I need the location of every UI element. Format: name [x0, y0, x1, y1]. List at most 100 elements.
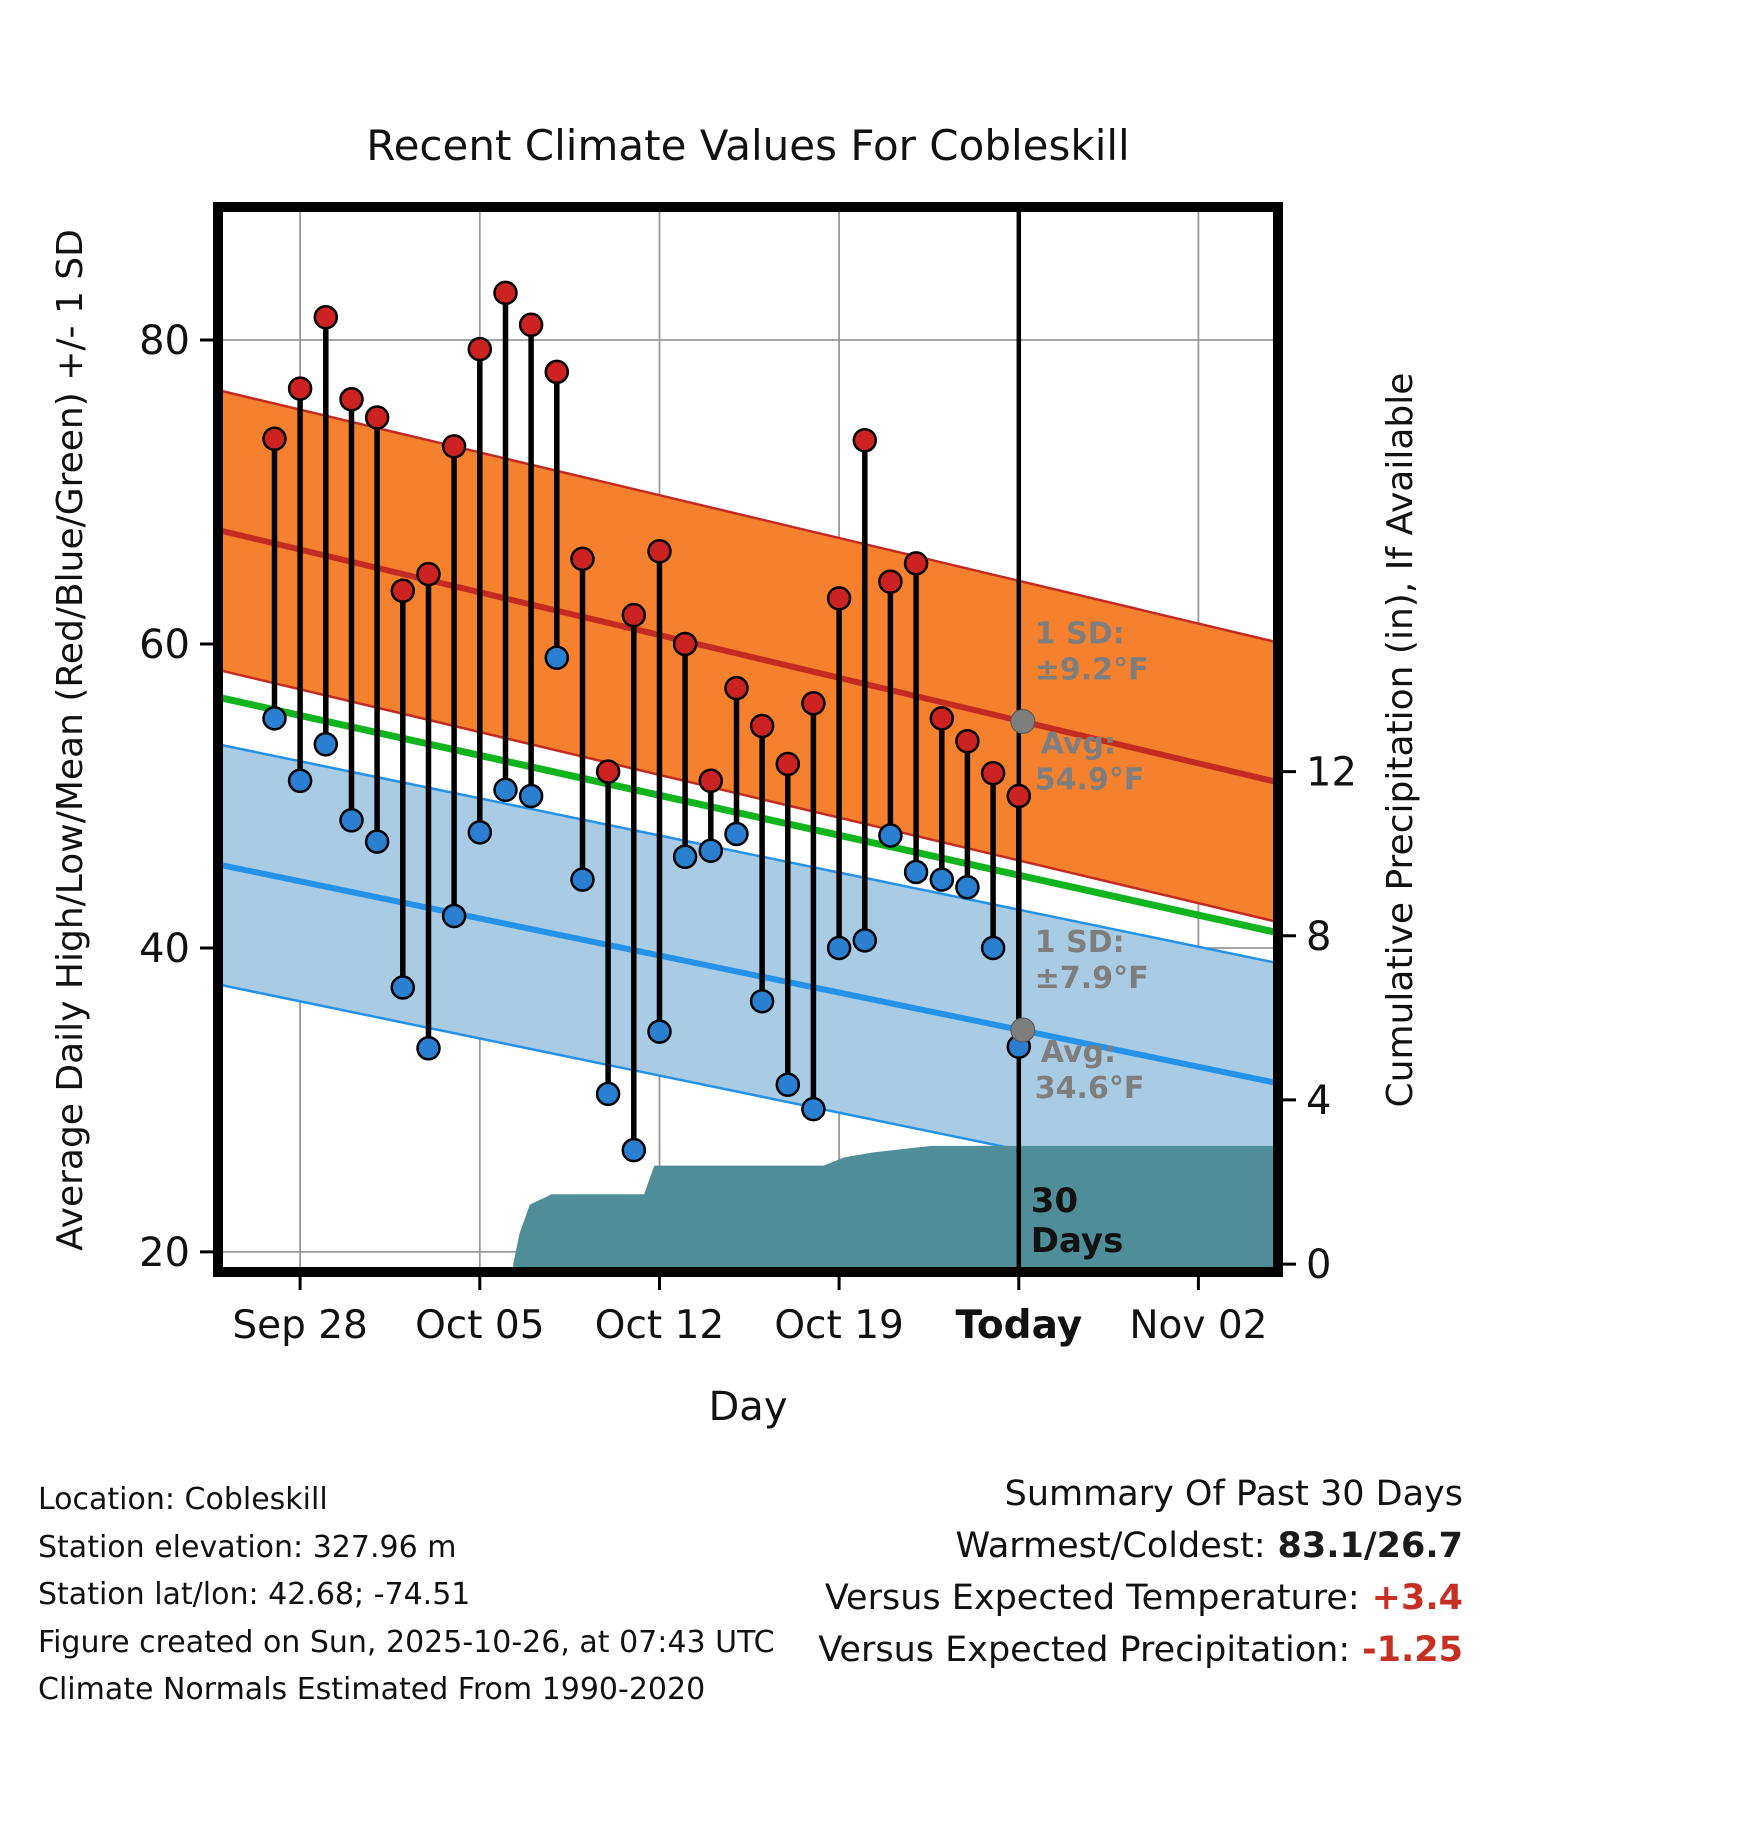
daily-high-dot: [929, 706, 955, 731]
summary-value: +3.4: [1371, 1578, 1463, 1618]
daily-high-dot: [364, 405, 390, 430]
high-band-lower-edge: [218, 668, 1278, 924]
station-info: Location: Cobleskill Station elevation: …: [38, 1476, 775, 1714]
daily-low-dot: [698, 838, 724, 863]
daily-high-dot: [903, 551, 929, 576]
summary-title: Summary Of Past 30 Days: [1004, 1474, 1463, 1514]
daily-low-dot: [518, 783, 544, 809]
daily-low-dot: [493, 777, 518, 803]
chart-title: Recent Climate Values For Cobleskill: [366, 121, 1129, 170]
high-avg-label: Avg:: [1041, 727, 1116, 762]
daily-low-dot: [878, 823, 903, 848]
daily-high-dot: [1006, 783, 1032, 809]
daily-high-dot: [724, 675, 749, 701]
daily-high-dot: [749, 713, 775, 739]
daily-low-dot: [801, 1096, 826, 1122]
daily-low-dot: [313, 732, 339, 757]
daily-high-dot: [467, 336, 493, 362]
low-sd-value: ±7.9°F: [1035, 961, 1149, 996]
x-tick-label: Oct 05: [415, 1303, 544, 1348]
left-axis-label: Average Daily High/Low/Mean (Red/Blue/Gr…: [50, 229, 91, 1251]
daily-high-dot: [390, 578, 416, 604]
low-avg-dot: [1010, 1017, 1036, 1043]
daily-high-dot: [852, 428, 878, 453]
precip-tick-label: 4: [1306, 1078, 1331, 1124]
period-label-line2: Days: [1031, 1221, 1124, 1261]
daily-low-dot: [339, 808, 364, 833]
daily-low-dot: [929, 867, 955, 892]
daily-high-dot: [621, 602, 647, 628]
daily-low-dot: [903, 859, 929, 885]
daily-low-dot: [980, 935, 1006, 961]
x-tick-label: Sep 28: [232, 1303, 368, 1348]
daily-low-dot: [262, 706, 287, 731]
low-avg-label: Avg:: [1041, 1035, 1116, 1070]
daily-high-dot: [493, 280, 518, 306]
station-latlon: Station lat/lon: 42.68; -74.51: [38, 1577, 471, 1612]
climate-normals-note: Climate Normals Estimated From 1990-2020: [38, 1672, 706, 1707]
daily-high-dot: [441, 434, 467, 459]
daily-high-dot: [595, 759, 621, 784]
daily-high-dot: [878, 569, 903, 594]
daily-high-dot: [826, 586, 852, 611]
low-mean-line: [218, 861, 1278, 1087]
summary-value: 83.1/26.7: [1277, 1526, 1464, 1566]
daily-high-dot: [980, 760, 1006, 786]
summary-row-vs-temperature: Versus Expected Temperature: +3.4: [818, 1572, 1463, 1624]
x-axis-label: Day: [709, 1384, 788, 1430]
temp-tick-label: 60: [139, 622, 190, 668]
x-tick-label: Today: [955, 1303, 1082, 1348]
daily-low-dot: [287, 768, 313, 794]
daily-low-dot: [570, 867, 595, 892]
daily-high-dot: [262, 426, 287, 452]
temp-tick-label: 80: [139, 318, 190, 364]
daily-high-dot: [647, 539, 672, 564]
daily-high-dot: [672, 631, 698, 657]
daily-low-dot: [390, 975, 416, 1000]
daily-low-dot: [416, 1036, 441, 1061]
temp-tick-label: 20: [139, 1230, 190, 1276]
daily-low-dot: [621, 1137, 647, 1163]
daily-low-dot: [595, 1081, 621, 1107]
daily-low-dot: [826, 935, 852, 961]
daily-low-dot: [364, 829, 390, 854]
high-mean-line: [218, 527, 1278, 786]
daily-high-dot: [544, 359, 570, 385]
daily-high-dot: [698, 768, 724, 794]
precip-tick-label: 0: [1306, 1242, 1331, 1288]
summary-panel: Summary Of Past 30 Days Warmest/Coldest:…: [818, 1468, 1463, 1676]
cumulative-precip-area: [513, 1145, 1278, 1272]
daily-low-dot: [724, 821, 749, 847]
daily-low-dot: [775, 1072, 801, 1097]
daily-high-dot: [339, 387, 364, 412]
summary-label: Versus Expected Precipitation:: [818, 1630, 1351, 1670]
daily-high-dot: [416, 561, 441, 587]
high-sd-label: 1 SD:: [1035, 617, 1125, 652]
plot-frame: [213, 202, 1283, 1277]
daily-high-dot: [287, 376, 313, 401]
precip-tick-label: 12: [1306, 750, 1357, 796]
x-tick-label: Oct 12: [595, 1303, 724, 1348]
daily-high-dot: [775, 751, 801, 777]
station-elevation: Station elevation: 327.96 m: [38, 1529, 457, 1565]
high-band-upper-edge: [218, 388, 1278, 644]
daily-high-dot: [313, 304, 339, 330]
low-band-upper-edge: [218, 743, 1278, 965]
right-axis-label: Cumulative Precipitation (in), If Availa…: [1380, 373, 1421, 1108]
low-avg-value: 34.6°F: [1035, 1071, 1145, 1106]
daily-low-dot: [852, 928, 878, 953]
summary-row-warmest-coldest: Warmest/Coldest: 83.1/26.7: [818, 1520, 1463, 1572]
daily-low-dot: [467, 820, 493, 845]
daily-mean-line: [218, 693, 1278, 937]
daily-low-dot: [647, 1019, 672, 1044]
figure-created: Figure created on Sun, 2025-10-26, at 07…: [38, 1624, 775, 1660]
temp-tick-label: 40: [139, 926, 190, 972]
daily-low-dot: [955, 874, 980, 900]
summary-label: Versus Expected Temperature:: [824, 1578, 1360, 1618]
summary-label: Warmest/Coldest:: [955, 1526, 1266, 1566]
daily-low-dot: [441, 903, 467, 929]
period-label-line1: 30: [1031, 1181, 1078, 1221]
daily-high-dot: [955, 728, 980, 754]
